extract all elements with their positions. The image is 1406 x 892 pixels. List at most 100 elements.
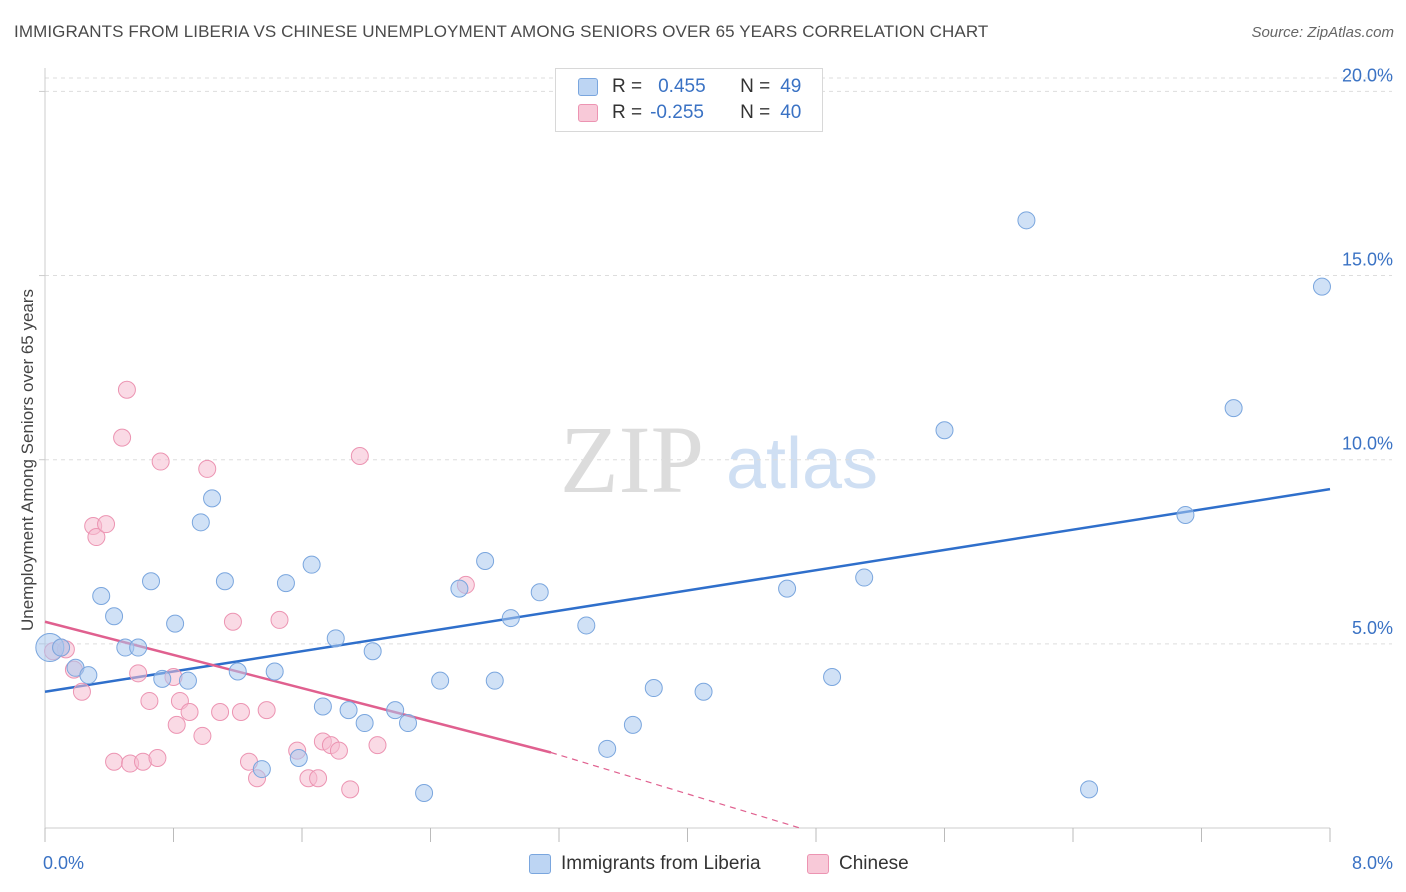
liberia-point — [1176, 505, 1195, 524]
chinese-point — [97, 515, 116, 534]
liberia-point — [79, 666, 98, 685]
chinese-point — [309, 769, 328, 788]
bottom-legend-swatch-pink — [807, 854, 829, 874]
chinese-point — [151, 452, 170, 471]
legend-r-value: 0.455 — [658, 76, 706, 97]
legend-r-value: -0.255 — [650, 102, 704, 123]
bottom-legend-label-liberia: Immigrants from Liberia — [561, 853, 761, 874]
chinese-point — [198, 459, 217, 478]
liberia-point — [530, 583, 549, 602]
liberia-points — [35, 211, 1331, 803]
legend-n-label: N = — [740, 76, 771, 97]
chinese-point — [223, 612, 242, 631]
liberia-point — [485, 671, 504, 690]
liberia-point — [339, 701, 358, 720]
bottom-legend-label-chinese: Chinese — [839, 853, 909, 874]
liberia-point — [415, 784, 434, 803]
liberia-point — [577, 616, 596, 635]
chinese-trend-extension — [550, 751, 801, 829]
liberia-point — [142, 572, 161, 591]
source-label: Source: ZipAtlas.com — [1251, 24, 1394, 41]
legend-n-label: N = — [740, 102, 771, 123]
liberia-point — [935, 421, 954, 440]
liberia-point — [153, 669, 172, 688]
legend-r-label: R = — [612, 76, 643, 97]
y-tick-label: 15.0% — [1342, 250, 1393, 270]
chinese-point — [140, 691, 159, 710]
chinese-point — [129, 664, 148, 683]
liberia-point — [501, 609, 520, 628]
x-tick-label-min: 0.0% — [43, 853, 84, 873]
liberia-point — [92, 586, 111, 605]
chinese-point — [270, 610, 289, 629]
watermark-atlas: atlas — [726, 424, 878, 504]
bottom-legend-swatch-blue — [529, 854, 551, 874]
legend-row-chinese: R = -0.255 N = 40 — [578, 101, 801, 125]
chinese-point — [231, 702, 250, 721]
chinese-point — [105, 752, 124, 771]
tick-labels: 5.0% 10.0% 15.0% 20.0% 0.0% 8.0% — [43, 65, 1393, 873]
liberia-point — [355, 714, 374, 733]
y-tick-label: 5.0% — [1352, 618, 1393, 638]
chinese-point — [117, 380, 136, 399]
liberia-trend-line — [44, 487, 1331, 693]
liberia-point — [363, 642, 382, 661]
legend-swatch-pink — [578, 104, 598, 122]
chinese-point — [87, 528, 106, 547]
x-tick-label-max: 8.0% — [1352, 853, 1393, 873]
chinese-point — [341, 780, 360, 799]
chinese-point — [257, 701, 276, 720]
chinese-point — [72, 682, 91, 701]
liberia-point — [228, 662, 247, 681]
liberia-point — [326, 629, 345, 648]
liberia-point — [450, 579, 469, 598]
chinese-point — [329, 741, 348, 760]
liberia-point — [265, 662, 284, 681]
liberia-point — [166, 614, 185, 633]
liberia-point — [1080, 780, 1099, 799]
liberia-point — [855, 568, 874, 587]
liberia-point — [386, 701, 405, 720]
axes — [39, 68, 1331, 842]
liberia-point — [476, 551, 495, 570]
gridlines — [45, 77, 1392, 645]
liberia-point — [289, 749, 308, 768]
liberia-point — [644, 679, 663, 698]
liberia-point — [52, 638, 71, 657]
chinese-point — [113, 428, 132, 447]
trend-lines — [44, 487, 1331, 829]
legend-swatch-blue — [578, 78, 598, 96]
liberia-point — [399, 714, 418, 733]
liberia-point — [276, 574, 295, 593]
legend-n-value: 40 — [780, 102, 802, 123]
chinese-point — [350, 447, 369, 466]
legend-n-value: 49 — [780, 76, 802, 97]
legend-r-label: R = — [612, 102, 643, 123]
chinese-point — [193, 726, 212, 745]
chinese-point — [368, 736, 387, 755]
correlation-legend: R = 0.455 N = 49 R = -0.255 N = 40 — [555, 68, 823, 132]
liberia-point — [302, 555, 321, 574]
liberia-point — [129, 638, 148, 657]
liberia-point — [105, 607, 124, 626]
liberia-point — [778, 579, 797, 598]
liberia-point — [178, 671, 197, 690]
liberia-point — [215, 572, 234, 591]
y-tick-label: 20.0% — [1342, 65, 1393, 85]
liberia-point — [313, 697, 332, 716]
liberia-point — [1224, 399, 1243, 418]
chinese-point — [180, 702, 199, 721]
bottom-legend-chinese: Chinese — [807, 852, 909, 876]
chinese-point — [167, 715, 186, 734]
liberia-point — [1017, 211, 1036, 230]
chinese-point — [148, 749, 167, 768]
chinese-points — [44, 380, 475, 799]
liberia-point — [191, 513, 210, 532]
legend-row-liberia: R = 0.455 N = 49 — [578, 75, 801, 99]
bottom-legend-liberia: Immigrants from Liberia — [529, 852, 761, 876]
liberia-point — [203, 489, 222, 508]
liberia-point — [823, 668, 842, 686]
liberia-point — [694, 682, 713, 701]
liberia-point — [252, 760, 271, 779]
